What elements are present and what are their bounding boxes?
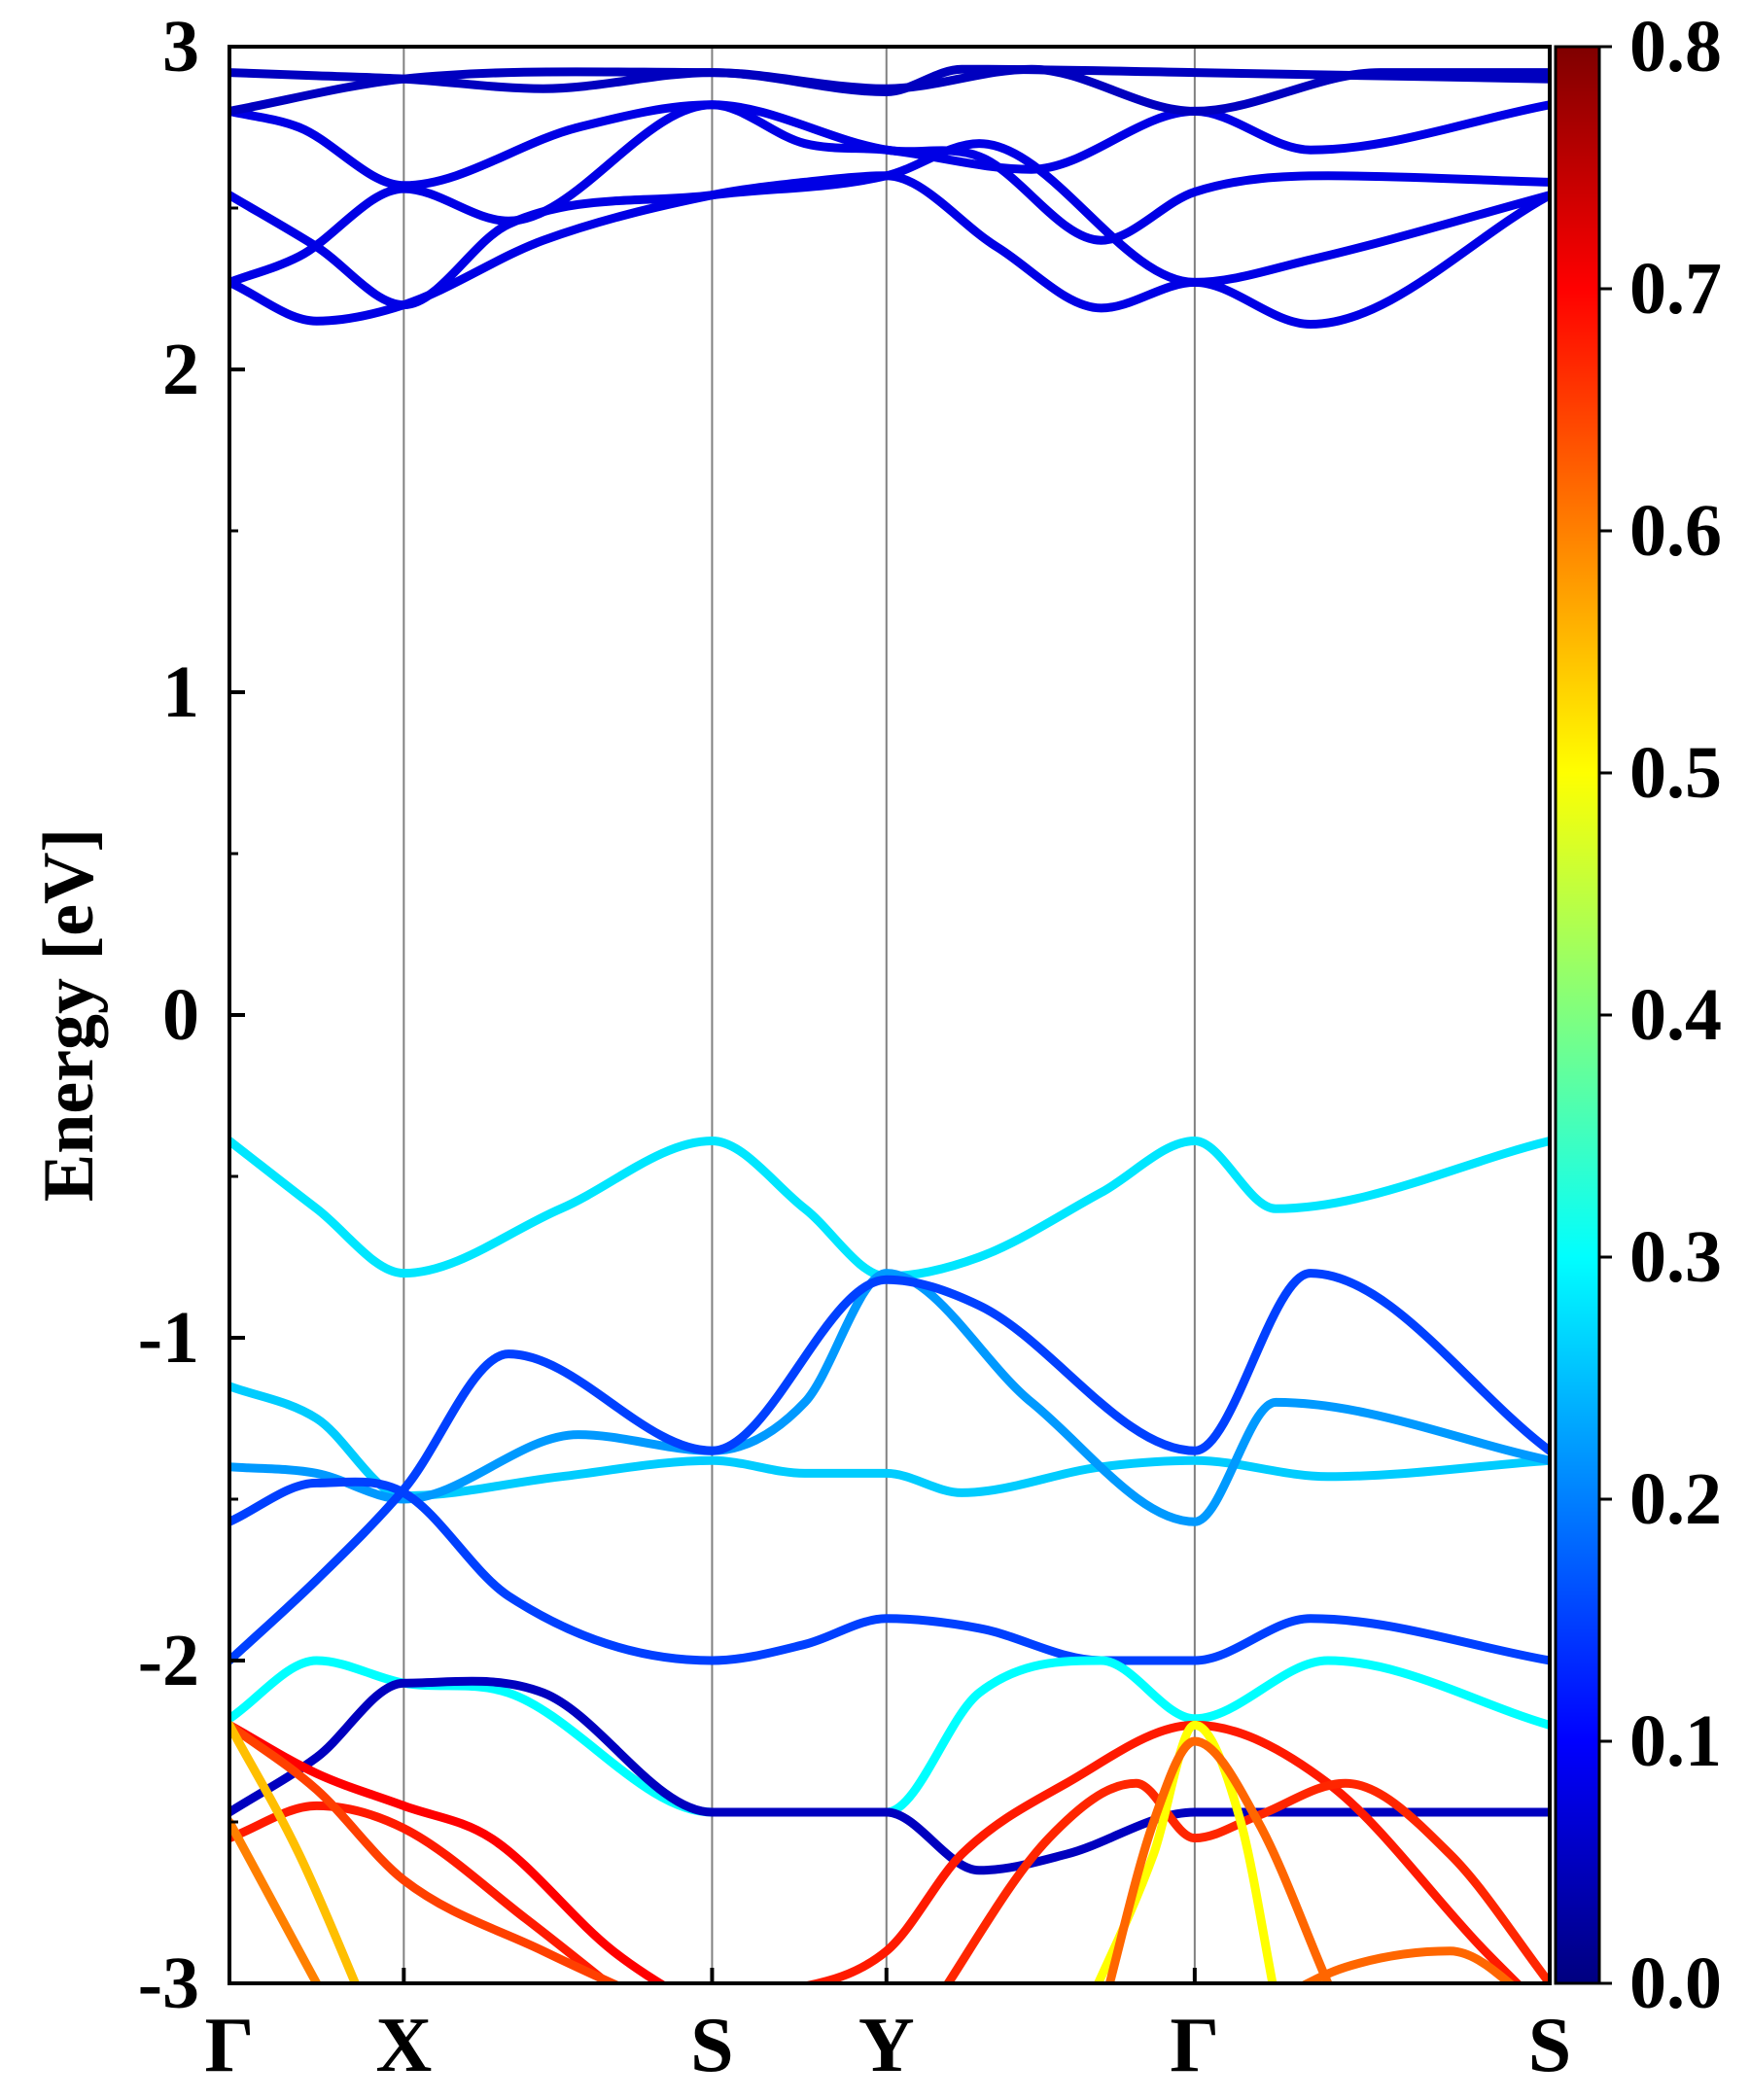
bands bbox=[229, 64, 1550, 1983]
colorbar-tick-label: 0.0 bbox=[1629, 1942, 1722, 2024]
band-vb10 bbox=[229, 1720, 623, 1983]
band-vb5 bbox=[229, 1269, 1550, 1665]
y-tick-label: 2 bbox=[162, 329, 199, 410]
plot-background bbox=[229, 47, 1550, 1983]
y-tick-label: -3 bbox=[138, 1942, 199, 2024]
x-tick-label: Γ bbox=[1170, 2003, 1219, 2088]
colorbar-tick-label: 0.6 bbox=[1629, 490, 1722, 572]
band-vb16 bbox=[1104, 1736, 1333, 1983]
band-vb13 bbox=[797, 1720, 1523, 1983]
y-tick-label: -2 bbox=[138, 1620, 199, 1701]
x-tick-label: Y bbox=[858, 2003, 915, 2088]
band-vb17 bbox=[1298, 1946, 1517, 1983]
band-cb4 bbox=[229, 100, 1550, 191]
colorbar-ticks: 0.8 0.7 0.6 0.5 0.4 0.3 0.2 0.1 0.0 bbox=[1599, 6, 1722, 2024]
band-vb8 bbox=[229, 1720, 669, 1983]
y-tick-label: 3 bbox=[162, 6, 199, 88]
colorbar-tick-label: 0.2 bbox=[1629, 1458, 1722, 1540]
colorbar-tick-label: 0.1 bbox=[1629, 1700, 1722, 1782]
colorbar-gradient bbox=[1556, 47, 1599, 1983]
band-vb14 bbox=[942, 1778, 1550, 1983]
band-vb9 bbox=[229, 1801, 615, 1983]
band-cb6 bbox=[229, 64, 1550, 116]
band-vb11 bbox=[229, 1720, 361, 1983]
x-tick-label: S bbox=[690, 2003, 734, 2088]
band-vb12 bbox=[229, 1817, 322, 1983]
colorbar-tick-label: 0.4 bbox=[1629, 974, 1722, 1056]
plot-area: 3 2 1 0 -1 -2 -3 Γ X S Y Γ S bbox=[138, 6, 1572, 2088]
colorbar-tick-label: 0.8 bbox=[1629, 6, 1722, 88]
x-tick-label: S bbox=[1528, 2003, 1572, 2088]
x-tick-label: X bbox=[375, 2003, 432, 2088]
colorbar-tick-label: 0.7 bbox=[1629, 248, 1722, 330]
y-tick-label: 0 bbox=[162, 974, 199, 1056]
y-axis-ticks: 3 2 1 0 -1 -2 -3 bbox=[138, 6, 245, 2024]
y-tick-label: -1 bbox=[138, 1297, 199, 1379]
y-axis-label: Energy [eV] bbox=[29, 828, 109, 1202]
colorbar-tick-label: 0.5 bbox=[1629, 732, 1722, 814]
colorbar-tick-label: 0.3 bbox=[1629, 1216, 1722, 1298]
band-cb2 bbox=[229, 139, 1550, 310]
y-tick-label: 1 bbox=[162, 651, 199, 733]
band-vb1 bbox=[229, 1137, 1550, 1281]
x-tick-label: Γ bbox=[205, 2003, 255, 2088]
colorbar: 0.8 0.7 0.6 0.5 0.4 0.3 0.2 0.1 0.0 bbox=[1554, 6, 1722, 2024]
